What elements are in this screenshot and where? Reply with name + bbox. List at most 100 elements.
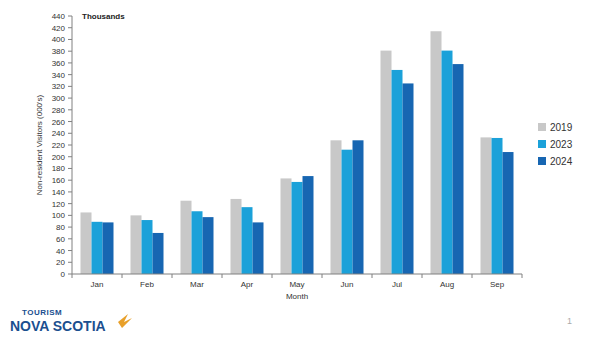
page-number: 1	[567, 316, 572, 326]
y-tick	[68, 238, 72, 239]
y-tick-label: 300	[52, 94, 66, 103]
logo-main: NOVA SCOTIA	[10, 318, 106, 334]
bar	[131, 215, 142, 274]
legend-swatch	[538, 140, 546, 148]
y-tick-label: 40	[56, 247, 65, 256]
bar	[503, 152, 514, 274]
bar	[331, 140, 342, 274]
x-tick-label: Jun	[341, 280, 354, 289]
logo-mark	[118, 314, 132, 328]
y-tick	[68, 274, 72, 275]
chart-svg: 0204060801001201401601802002202402602803…	[0, 0, 600, 352]
x-tick-label: Aug	[440, 280, 454, 289]
bar	[492, 138, 503, 274]
x-tick-label: Jan	[91, 280, 104, 289]
bar	[153, 233, 164, 274]
x-tick	[272, 274, 273, 278]
y-tick-label: 380	[52, 47, 66, 56]
bar	[392, 70, 403, 274]
bar	[192, 211, 203, 274]
x-tick-label: Apr	[241, 280, 254, 289]
y-tick-label: 60	[56, 235, 65, 244]
legend-label: 2023	[550, 139, 573, 150]
y-tick	[68, 109, 72, 110]
bar	[481, 137, 492, 274]
bar	[203, 217, 214, 274]
y-tick-label: 180	[52, 164, 66, 173]
y-tick-label: 220	[52, 141, 66, 150]
bar	[342, 150, 353, 274]
x-tick-label: May	[289, 280, 304, 289]
y-tick-label: 20	[56, 258, 65, 267]
y-tick-label: 240	[52, 129, 66, 138]
y-tick	[68, 203, 72, 204]
y-tick-label: 160	[52, 176, 66, 185]
x-tick-label: Sep	[490, 280, 505, 289]
legend-swatch	[538, 123, 546, 131]
y-tick-label: 120	[52, 200, 66, 209]
bar	[353, 140, 364, 274]
y-tick	[68, 250, 72, 251]
y-axis-label: Non-resident Visitors (000's)	[35, 94, 44, 195]
bar	[453, 64, 464, 274]
legend-swatch	[538, 157, 546, 165]
y-tick	[68, 191, 72, 192]
bar	[303, 176, 314, 274]
x-tick	[522, 274, 523, 278]
y-tick	[68, 180, 72, 181]
bar	[142, 220, 153, 274]
x-tick	[372, 274, 373, 278]
bar	[253, 222, 264, 274]
unit-note: Thousands	[82, 12, 125, 21]
x-tick	[422, 274, 423, 278]
y-tick	[68, 227, 72, 228]
x-tick	[222, 274, 223, 278]
y-tick-label: 80	[56, 223, 65, 232]
y-tick-label: 140	[52, 188, 66, 197]
bars	[81, 31, 514, 274]
y-tick-label: 420	[52, 24, 66, 33]
y-tick	[68, 168, 72, 169]
x-tick	[122, 274, 123, 278]
y-tick-label: 0	[61, 270, 66, 279]
bar	[442, 51, 453, 274]
x-tick-label: Mar	[190, 280, 204, 289]
y-tick-label: 400	[52, 35, 66, 44]
y-tick-label: 200	[52, 153, 66, 162]
y-tick	[68, 86, 72, 87]
y-tick	[68, 262, 72, 263]
legend-label: 2024	[550, 156, 573, 167]
x-tick	[472, 274, 473, 278]
bar	[403, 83, 414, 274]
y-tick	[68, 133, 72, 134]
bar	[292, 182, 303, 274]
y-tick	[68, 98, 72, 99]
y-tick-label: 100	[52, 211, 66, 220]
y-tick-label: 260	[52, 118, 66, 127]
bar	[281, 178, 292, 274]
bar	[381, 51, 392, 274]
y-tick-label: 440	[52, 12, 66, 21]
x-tick	[72, 274, 73, 278]
y-tick-label: 360	[52, 59, 66, 68]
x-tick-label: Jul	[392, 280, 402, 289]
y-tick	[68, 121, 72, 122]
logo-top: TOURISM	[22, 308, 62, 317]
bar	[92, 222, 103, 274]
bar	[242, 207, 253, 274]
bar	[81, 212, 92, 274]
y-tick	[68, 156, 72, 157]
x-tick	[172, 274, 173, 278]
y-tick	[68, 27, 72, 28]
bar	[181, 201, 192, 274]
y-tick	[68, 39, 72, 40]
x-axis-line	[72, 274, 522, 275]
y-tick	[68, 74, 72, 75]
legend-label: 2019	[550, 122, 573, 133]
bar	[103, 222, 114, 274]
bar	[431, 31, 442, 274]
y-tick-label: 320	[52, 82, 66, 91]
y-tick-label: 340	[52, 71, 66, 80]
x-tick	[322, 274, 323, 278]
y-tick	[68, 145, 72, 146]
